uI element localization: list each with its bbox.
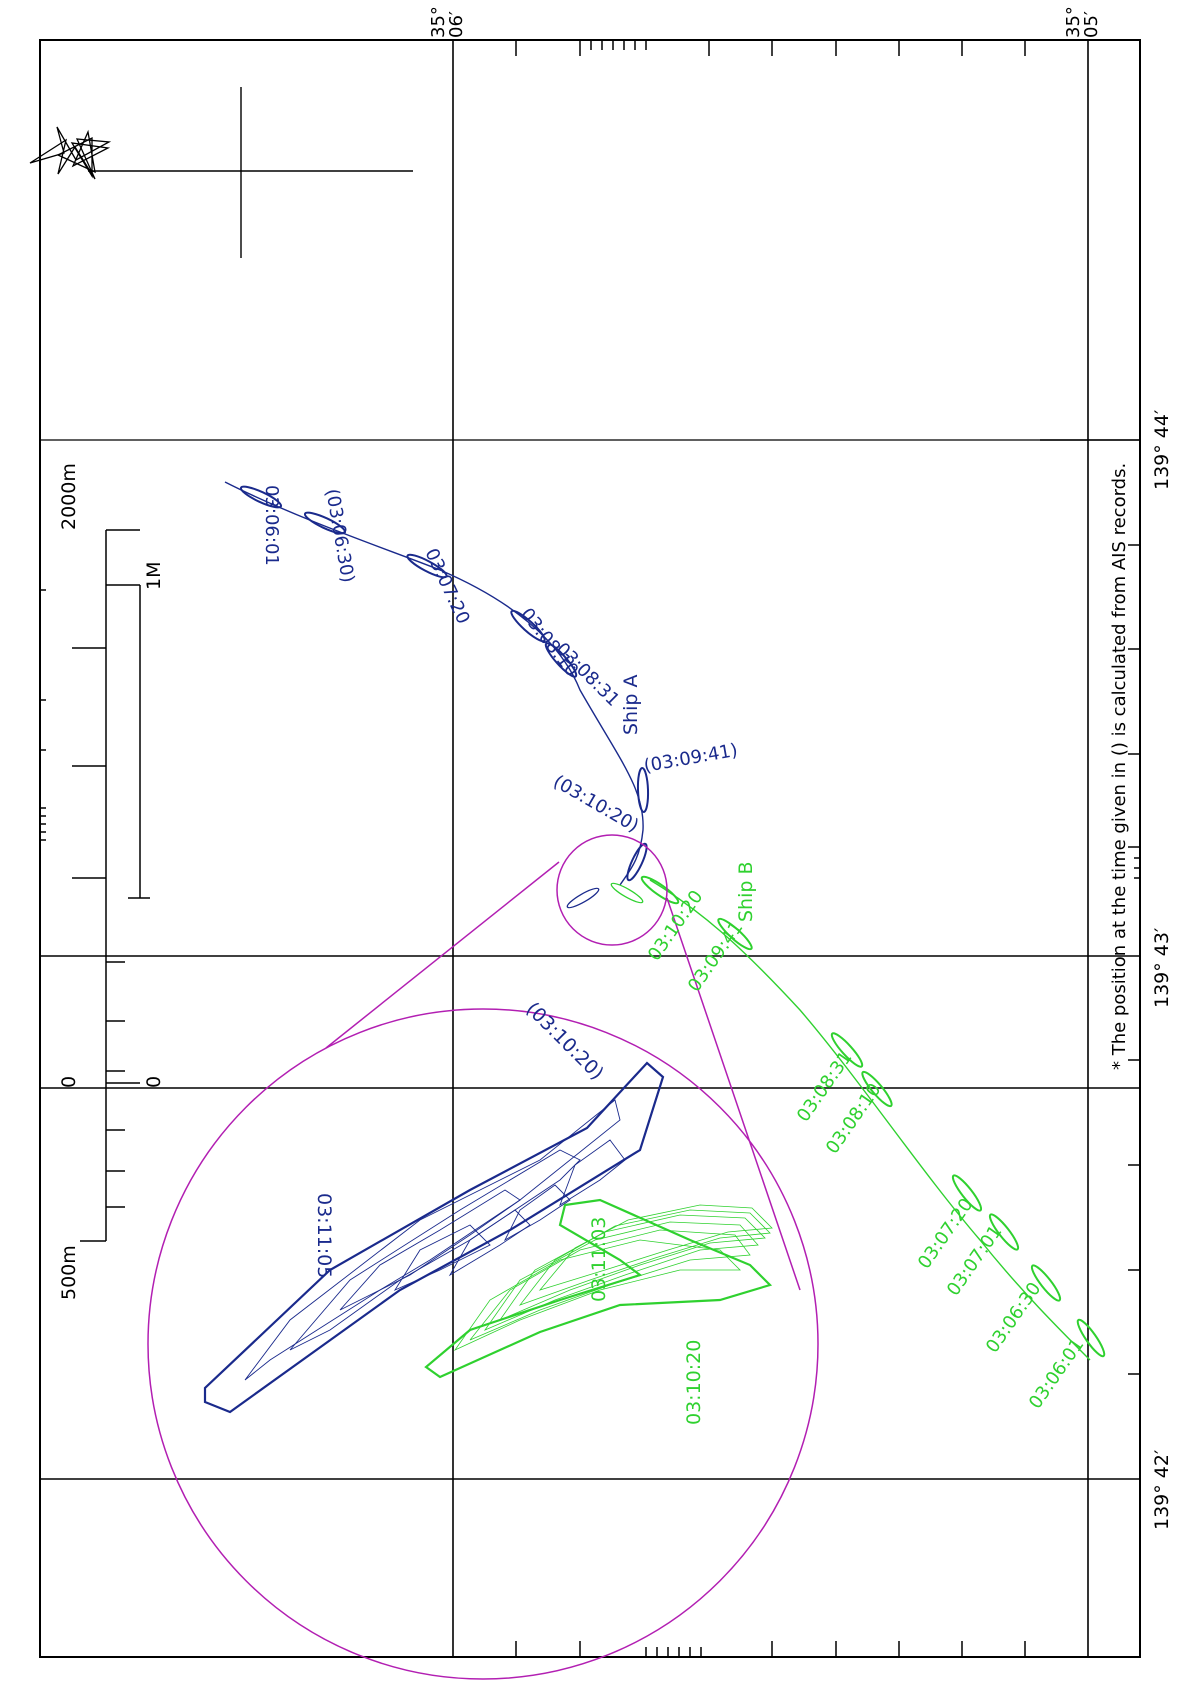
left-ticks [40,589,46,841]
scale-2000m: 2000m [58,463,80,530]
zoom-ship-a-label-1: (03:10:20) [521,998,607,1084]
ship-b-pos-8 [1030,1264,1062,1302]
graticule [40,40,1140,1657]
ship-b-pos-7 [988,1213,1020,1251]
ship-b-time-7: 03:06:30 [982,1279,1046,1357]
ship-a-pos-3 [406,553,448,579]
ship-b-time-8: 03:06:01 [1025,1335,1089,1413]
ship-a-pos-7 [626,842,648,882]
ship-b-pos-2 [640,875,680,905]
ship-b-pos-1 [610,882,644,904]
ship-a-time-6: (03:09:41) [642,740,739,777]
zoom-labels: (03:10:20) 03:11:05 03:11:03 03:10:20 [313,998,705,1425]
crosshair-icon [88,87,413,258]
ship-a-pos-5 [544,642,578,678]
ship-a-pos-8 [566,887,600,909]
lon-label-42: 139° 42′ [1151,1450,1173,1530]
zoom-callout [147,834,819,1680]
ship-b-name: Ship B [735,861,757,922]
zoom-ship-b-label-2: 03:10:20 [683,1340,705,1425]
lat-label-05-deg: 35° [1063,6,1084,38]
top-ticks [515,40,1026,56]
ship-a-pos-4 [510,609,546,643]
ship-a-labels: 03:06:01 (03:06:30) 03:07:20 03:08:10 03… [261,485,739,837]
ship-a-pos-6 [636,767,650,813]
ship-a-time-7: (03:10:20) [550,771,643,837]
ship-a-time-2: (03:06:30) [321,487,358,584]
zoom-connector-1 [325,861,560,1049]
latitude-labels: 35° 06′ 35° 05′ [428,6,1102,38]
ship-a-pos-1 [239,485,283,509]
zoom-ship-a-outline [203,1061,665,1414]
ship-b-track [610,875,1106,1361]
scale-labels: 2000m 1M 0 0 500m [58,463,165,1300]
right-ticks [1128,544,1140,1375]
ship-b-pos-4 [830,1032,864,1068]
zoom-ship-b-label-1: 03:11:03 [588,1217,610,1302]
zoom-ship-a-label-2: 03:11:05 [313,1193,335,1278]
zoom-ship-b [424,1198,773,1379]
ship-b-pos-5 [861,1070,893,1108]
star-icon [29,126,112,180]
scale-1m: 1M [143,562,165,590]
zoom-large-circle [147,1008,819,1680]
zoom-small-circle [556,834,668,946]
ship-b-pos-9 [1076,1318,1106,1358]
lat-label-06-deg: 35° [428,6,449,38]
ship-a-path [224,481,644,886]
ship-a-track [224,481,650,909]
zoom-connector-2 [666,897,801,1291]
scale-500m: 500m [58,1245,80,1300]
longitude-labels: 139° 44′ 139° 43′ 139° 42′ [1151,410,1173,1530]
lat-label-06-min: 06′ [446,11,467,38]
ship-a-pos-2 [303,511,347,535]
lon-label-43: 139° 43′ [1151,928,1173,1008]
chart-frame [39,39,1141,1658]
ship-b-labels: Ship B 03:10:20 03:09:41 03:08:31 03:08:… [644,861,1089,1412]
lat-label-05-min: 05′ [1081,11,1102,38]
scale-zero-right: 0 [143,1076,165,1088]
bottom-ticks [515,1641,1026,1657]
ship-b-pos-3 [717,917,753,951]
ship-a-time-1: 03:06:01 [261,485,282,566]
ship-a-time-3: 03:07:20 [420,545,473,627]
ship-b-path [649,879,1091,1361]
ship-a-name: Ship A [620,675,642,735]
footnote: * The position at the time given in () i… [1109,463,1130,1070]
ship-b-pos-6 [951,1174,983,1212]
scale-zero-left: 0 [58,1076,80,1088]
zoom-ship-a [203,1061,665,1414]
scale-bar [72,529,150,1242]
lon-label-44: 139° 44′ [1151,410,1173,490]
